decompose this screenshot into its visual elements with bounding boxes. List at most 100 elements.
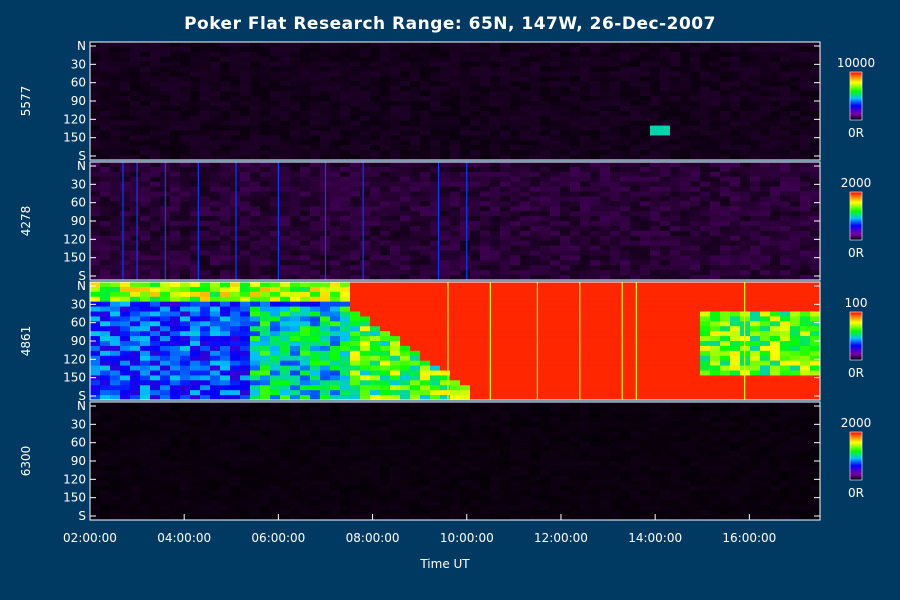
heatmap-cell	[410, 221, 421, 227]
heatmap-cell	[220, 390, 231, 396]
heatmap-cell	[160, 321, 171, 327]
heatmap-cell	[110, 291, 121, 298]
heatmap-cell	[740, 135, 751, 141]
heatmap-cell	[700, 76, 711, 82]
heatmap-cell	[590, 115, 601, 121]
heatmap-cell	[460, 125, 471, 131]
heatmap-cell	[670, 291, 681, 298]
heatmap-cell	[470, 235, 481, 241]
heatmap-cell	[520, 162, 531, 168]
heatmap-cell	[670, 201, 681, 207]
heatmap-cell	[350, 350, 361, 357]
heatmap-cell	[330, 355, 341, 361]
heatmap-cell	[250, 350, 261, 357]
heatmap-cell	[150, 51, 161, 58]
heatmap-cell	[580, 191, 591, 197]
heatmap-cell	[210, 166, 221, 173]
heatmap-cell	[540, 150, 551, 156]
heatmap-cell	[460, 46, 471, 53]
heatmap-cell	[300, 186, 311, 192]
heatmap-cell	[270, 140, 281, 146]
heatmap-cell	[170, 61, 181, 67]
heatmap-cell	[310, 211, 321, 217]
heatmap-cell	[230, 395, 241, 401]
heatmap-cell	[220, 42, 231, 48]
heatmap-cell	[600, 130, 611, 136]
heatmap-cell	[760, 245, 771, 251]
heatmap-cell	[170, 171, 181, 178]
heatmap-cell	[160, 326, 171, 332]
heatmap-cell	[380, 296, 391, 302]
heatmap-cell	[650, 56, 661, 62]
heatmap-cell	[540, 42, 551, 48]
heatmap-cell	[680, 110, 691, 117]
heatmap-cell	[520, 211, 531, 217]
heatmap-cell	[760, 162, 771, 168]
heatmap-cell	[370, 380, 381, 386]
heatmap-cell	[460, 145, 471, 151]
heatmap-cell	[690, 250, 701, 256]
heatmap-cell	[440, 265, 451, 271]
heatmap-cell	[450, 395, 461, 401]
heatmap-cell	[310, 395, 321, 401]
heatmap-cell	[210, 316, 221, 322]
heatmap-cell	[150, 255, 161, 261]
heatmap-cell	[550, 145, 561, 151]
heatmap-cell	[210, 291, 221, 298]
heatmap-cell	[610, 336, 621, 342]
heatmap-cell	[260, 86, 271, 92]
heatmap-cell	[790, 42, 801, 48]
heatmap-cell	[250, 221, 261, 227]
heatmap-cell	[720, 265, 731, 271]
heatmap-cell	[480, 86, 491, 92]
heatmap-cell	[760, 96, 771, 102]
heatmap-cell	[260, 321, 271, 327]
heatmap-cell	[360, 46, 371, 53]
heatmap-cell	[360, 341, 371, 347]
heatmap-cell	[120, 270, 131, 276]
heatmap-cell	[700, 230, 711, 237]
heatmap-cell	[440, 171, 451, 178]
heatmap-cell	[130, 66, 141, 72]
heatmap-cell	[660, 355, 671, 361]
heatmap-cell	[470, 270, 481, 276]
heatmap-cell	[510, 326, 521, 332]
heatmap-cell	[590, 201, 601, 207]
heatmap-cell	[650, 260, 661, 266]
heatmap-cell	[430, 176, 441, 182]
heatmap-cell	[440, 240, 451, 246]
heatmap-cell	[390, 120, 401, 126]
heatmap-cell	[440, 130, 451, 136]
heatmap-cell	[210, 350, 221, 357]
heatmap-cell	[120, 275, 131, 281]
heatmap-cell	[210, 101, 221, 107]
heatmap-cell	[110, 110, 121, 117]
heatmap-cell	[170, 301, 181, 307]
heatmap-cell	[500, 365, 511, 371]
heatmap-cell	[570, 331, 581, 337]
heatmap-cell	[340, 176, 351, 182]
heatmap-cell	[200, 360, 211, 366]
heatmap-cell	[500, 186, 511, 192]
heatmap-cell	[230, 51, 241, 58]
heatmap-cell	[650, 355, 661, 361]
heatmap-cell	[210, 385, 221, 391]
heatmap-cell	[700, 186, 711, 192]
heatmap-cell	[510, 365, 521, 371]
heatmap-cell	[180, 221, 191, 227]
heatmap-cell	[480, 250, 491, 256]
heatmap-cell	[410, 211, 421, 217]
heatmap-cell	[790, 135, 801, 141]
heatmap-cell	[410, 316, 421, 322]
heatmap-cell	[230, 201, 241, 207]
heatmap-cell	[730, 140, 741, 146]
heatmap-cell	[670, 245, 681, 251]
heatmap-cell	[650, 255, 661, 261]
heatmap-cell	[620, 385, 631, 391]
heatmap-cell	[360, 166, 371, 173]
heatmap-cell	[160, 155, 171, 161]
heatmap-cell	[710, 61, 721, 67]
heatmap-cell	[530, 81, 541, 87]
heatmap-cell	[720, 211, 731, 217]
heatmap-cell	[740, 171, 751, 178]
